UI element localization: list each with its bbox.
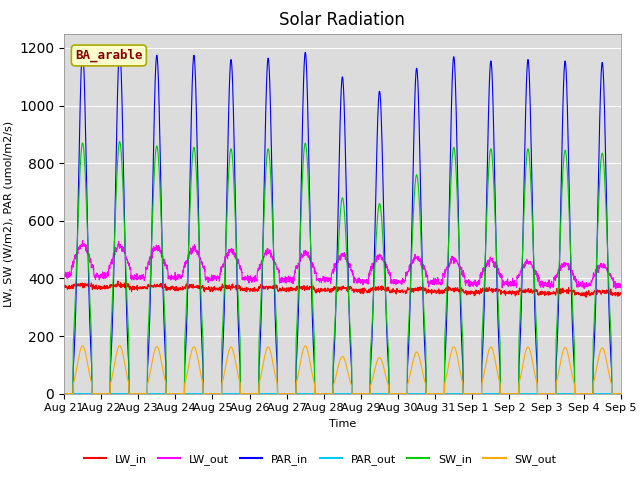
PAR_in [568,303,575,309]
SW_out [359,391,367,396]
X-axis label: Time: Time [329,419,356,429]
PAR_in [216,391,223,396]
SW_in [359,391,367,396]
Legend: LW_in, LW_out, PAR_in, PAR_out, SW_in, SW_out: LW_in, LW_out, PAR_in, PAR_out, SW_in, S… [79,450,561,469]
LW_in [504,289,512,295]
LW_in [582,294,590,300]
Line: SW_in: SW_in [64,142,621,394]
LW_out [568,269,575,275]
LW_out [617,281,625,287]
PAR_in [584,391,591,396]
SW_in [60,391,68,396]
SW_in [617,391,625,396]
SW_in [584,391,591,396]
Line: SW_out: SW_out [64,346,621,394]
LW_out [359,276,367,282]
LW_out [79,238,86,243]
SW_out [504,391,512,396]
PAR_out [371,391,378,396]
Text: BA_arable: BA_arable [75,49,143,62]
LW_out [216,278,223,284]
SW_out [568,371,575,376]
SW_in [116,139,124,144]
PAR_out [504,391,512,396]
PAR_out [617,391,625,396]
SW_out [60,391,68,396]
LW_in [114,278,122,284]
PAR_in [359,391,367,396]
Title: Solar Radiation: Solar Radiation [280,11,405,29]
PAR_out [358,391,366,396]
Line: LW_out: LW_out [64,240,621,288]
SW_in [371,265,379,271]
Line: PAR_in: PAR_in [64,49,621,394]
SW_out [617,391,625,396]
PAR_out [60,391,68,396]
PAR_in [116,47,124,52]
PAR_out [583,391,591,396]
Y-axis label: LW, SW (W/m2), PAR (umol/m2/s): LW, SW (W/m2), PAR (umol/m2/s) [4,120,13,307]
LW_in [359,287,367,293]
LW_out [580,286,588,291]
SW_in [504,391,512,396]
PAR_out [568,391,575,396]
Line: LW_in: LW_in [64,281,621,297]
SW_in [216,391,223,396]
PAR_in [504,391,512,396]
LW_out [60,272,68,278]
PAR_in [60,391,68,396]
PAR_in [617,391,625,396]
PAR_out [216,391,223,396]
LW_in [216,285,223,290]
LW_out [584,283,591,289]
LW_out [504,284,512,289]
LW_in [371,286,379,291]
SW_out [116,343,124,348]
LW_in [584,290,591,296]
PAR_in [371,237,379,243]
SW_out [216,391,223,396]
SW_in [568,284,575,290]
SW_out [371,367,379,372]
LW_in [568,287,575,293]
SW_out [584,391,591,396]
LW_in [60,284,68,289]
LW_in [617,291,625,297]
LW_out [371,258,379,264]
